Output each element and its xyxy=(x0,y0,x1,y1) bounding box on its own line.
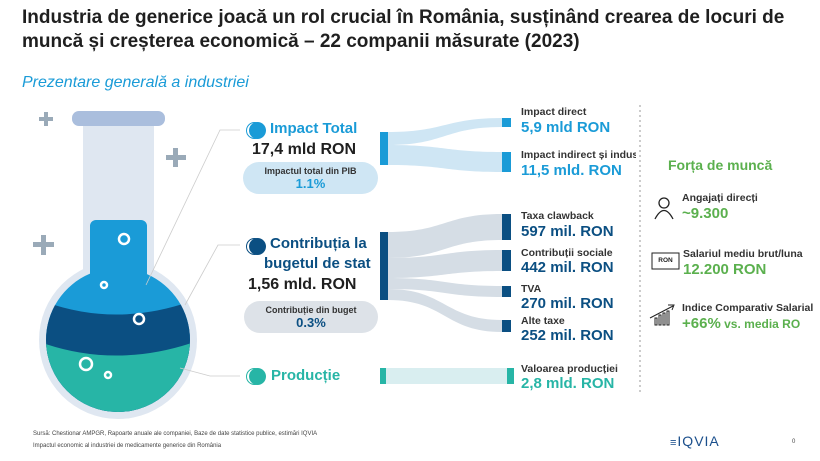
value-suffix: vs. media RO xyxy=(720,317,801,331)
pill-value: 0.3% xyxy=(296,315,326,330)
footer-source: Sursă: Chestionar AMPGR, Rapoarte anuale… xyxy=(33,431,318,437)
page-title: Industria de generice joacă un rol cruci… xyxy=(22,7,785,52)
workforce-title: Forța de muncă xyxy=(668,157,773,173)
workforce-value: 12.200 RON xyxy=(683,261,767,278)
sankey-node xyxy=(380,132,388,165)
sankey-node xyxy=(380,368,386,384)
sankey-node xyxy=(380,232,388,300)
plus-icon xyxy=(39,112,53,126)
budget-bullet-icon xyxy=(246,238,266,255)
budget-label-2: bugetul de stat xyxy=(264,255,371,272)
target-label: Impact indirect și indus xyxy=(521,149,636,161)
sankey-node xyxy=(502,286,511,297)
workforce-value: ~9.300 xyxy=(682,205,729,222)
workforce-label: Angajați direcți xyxy=(682,192,758,204)
workforce-value: +66% vs. media RO xyxy=(682,315,800,332)
plus-icon xyxy=(166,148,186,167)
target-label: Contribuții sociale xyxy=(521,247,613,259)
sankey-node xyxy=(502,214,511,240)
person-icon xyxy=(654,197,674,220)
target-value: 442 mil. RON xyxy=(521,259,614,276)
footer-subtitle: Impactul economic al industriei de medic… xyxy=(33,443,222,449)
ron-banknote-icon xyxy=(651,252,680,270)
plus-icons xyxy=(33,112,186,255)
target-value: 11,5 mld. RON xyxy=(521,162,622,179)
impact-bullet-icon xyxy=(246,122,266,139)
target-value: 270 mil. RON xyxy=(521,295,614,312)
value-main: +66% xyxy=(682,315,721,332)
production-label: Producție xyxy=(271,367,341,384)
target-value: 5,9 mld RON xyxy=(521,119,611,136)
page-subtitle: Prezentare generală a industriei xyxy=(22,74,249,91)
pill-label: Contribuție din buget xyxy=(265,305,357,315)
iqvia-logo: ≡IQVIA xyxy=(670,433,720,449)
plus-icon xyxy=(33,235,54,255)
impact-pib-pill: Impactul total din PIB 1.1% xyxy=(243,162,378,194)
sankey-node xyxy=(502,152,511,172)
target-label: TVA xyxy=(521,283,542,295)
workforce-label: Indice Comparativ Salarial xyxy=(682,302,814,314)
sankey-node xyxy=(507,368,514,384)
sankey-node xyxy=(502,118,511,127)
pill-label: Impactul total din PIB xyxy=(264,166,357,176)
sankey-node xyxy=(502,250,511,271)
target-label: Taxa clawback xyxy=(521,210,594,222)
ron-icon-text: RON xyxy=(658,257,673,264)
target-label: Valoarea producției xyxy=(521,363,618,375)
target-value: 252 mil. RON xyxy=(521,327,614,344)
sankey-node xyxy=(502,320,511,332)
impact-value: 17,4 mld RON xyxy=(252,141,357,158)
target-label: Alte taxe xyxy=(521,315,565,327)
target-label: Impact direct xyxy=(521,106,587,118)
production-bullet-icon xyxy=(246,368,266,385)
logo-text: IQVIA xyxy=(677,433,720,449)
budget-value: 1,56 mld. RON xyxy=(248,276,357,293)
budget-label-1: Contribuția la xyxy=(270,235,367,252)
logo-lines-icon: ≡ xyxy=(670,437,678,449)
pill-value: 1.1% xyxy=(295,176,326,191)
budget-pill: Contribuție din buget 0.3% xyxy=(244,301,378,333)
workforce-label: Salariul mediu brut/luna xyxy=(683,248,803,260)
page-number: 0 xyxy=(792,439,796,445)
target-value: 597 mil. RON xyxy=(521,223,614,240)
growth-chart-icon xyxy=(649,304,675,326)
flask-illustration xyxy=(39,111,240,419)
target-value: 2,8 mld. RON xyxy=(521,375,615,392)
sankey-flows xyxy=(380,118,514,384)
impact-label: Impact Total xyxy=(270,120,358,137)
